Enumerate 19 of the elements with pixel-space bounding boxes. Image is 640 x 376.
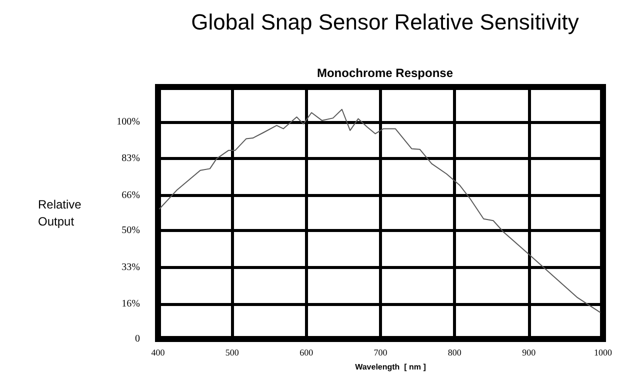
y-axis-title: Relative Output: [38, 198, 82, 228]
x-axis-title: Wavelength [ nm ]: [355, 362, 426, 372]
x-tick-label: 400: [151, 348, 166, 358]
y-tick-label: 66%: [122, 190, 140, 202]
y-tick-label: 33%: [122, 262, 140, 273]
x-tick-label: 500: [225, 348, 240, 358]
x-tick-label: 1000: [594, 348, 612, 358]
y-tick-label: 83%: [122, 153, 140, 164]
x-tick-label: 800: [448, 348, 462, 358]
x-tick-label: 700: [374, 348, 388, 358]
chart-subtitle: Monochrome Response: [316, 66, 454, 80]
chart-title: Global Snap Sensor Relative Sensitivity: [191, 10, 579, 34]
y-tick-label: 0: [135, 334, 140, 344]
y-tick-label: 16%: [122, 298, 140, 310]
line-series: [158, 108, 601, 313]
x-tick-label: 900: [522, 348, 536, 358]
y-tick-label: 50%: [122, 224, 140, 236]
x-tick-label: 600: [300, 348, 314, 358]
y-tick-label: 100%: [116, 116, 140, 128]
